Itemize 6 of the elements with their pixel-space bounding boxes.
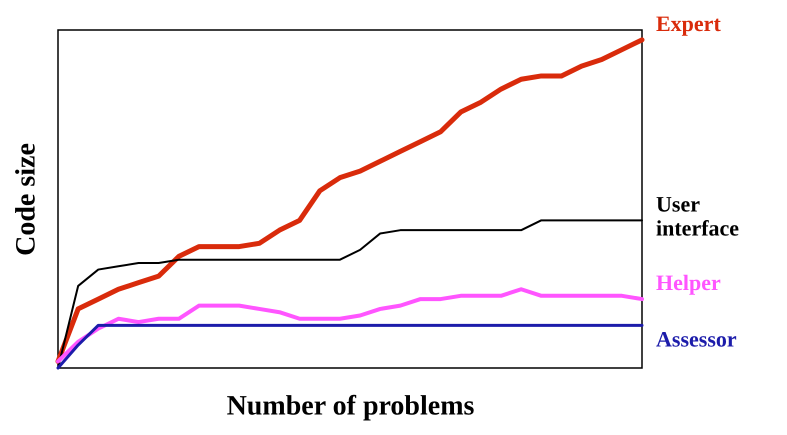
series-label: Assessor bbox=[656, 326, 737, 352]
series-label: Expert bbox=[656, 10, 722, 36]
y-axis-title: Code size bbox=[10, 143, 42, 256]
series-label: User interface bbox=[656, 191, 740, 240]
series-label: Helper bbox=[656, 270, 721, 296]
x-axis-title: Number of problems bbox=[226, 390, 475, 422]
